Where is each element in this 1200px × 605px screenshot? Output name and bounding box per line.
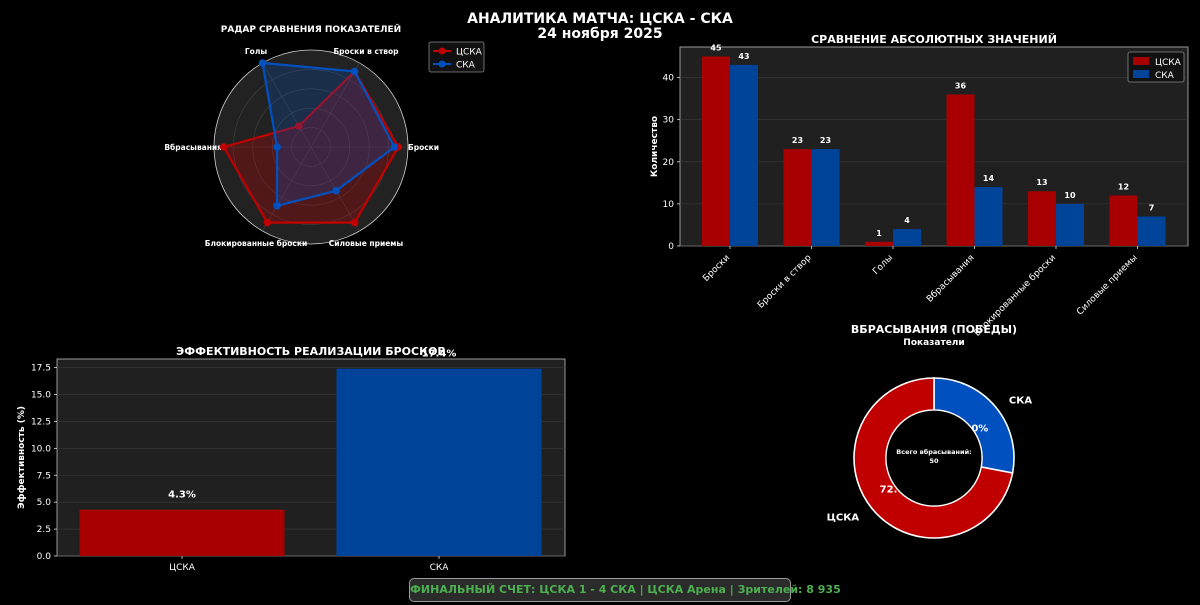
- eff-value-label: 17.4%: [422, 349, 457, 360]
- bars-value-label: 23: [792, 136, 803, 145]
- radar-point: [390, 143, 399, 151]
- radar-point: [219, 143, 228, 151]
- bars-bar-cska: [946, 94, 975, 246]
- radar-title: РАДАР СРАВНЕНИЯ ПОКАЗАТЕЛЕЙ: [221, 23, 401, 35]
- faceoff-donut-chart: ВБРАСЫВАНИЯ (ПОБЕДЫ)ПоказателиСКА28.0%ЦС…: [827, 323, 1033, 539]
- radar-axis-label: Вбрасывания: [164, 143, 222, 152]
- radar-chart: РАДАР СРАВНЕНИЯ ПОКАЗАТЕЛЕЙ Броски Броски …: [164, 23, 485, 248]
- bars-legend-swatch: [1133, 70, 1149, 78]
- eff-ytick-label: 5.0: [37, 498, 52, 508]
- radar-spoke: [310, 62, 360, 148]
- bars-bar-cska: [1109, 195, 1138, 246]
- bars-legend-label: СКА: [1155, 71, 1175, 81]
- donut-slice-label: ЦСКА: [827, 513, 860, 524]
- eff-ytick-label: 15.0: [31, 391, 51, 401]
- bars-bar-cska: [865, 241, 893, 246]
- donut-pct-label: 72.0%: [880, 485, 915, 496]
- dashboard-title: АНАЛИТИКА МАТЧА: ЦСКА - СКА: [467, 11, 733, 27]
- bars-xtick-label: Силовые приемы: [1075, 253, 1139, 317]
- radar-legend-label: ЦСКА: [456, 48, 483, 58]
- radar-axis-label: Голы: [245, 47, 267, 56]
- bars-ylabel: Количество: [650, 116, 660, 177]
- eff-ytick-label: 17.5: [31, 364, 51, 374]
- eff-ytick-label: 12.5: [31, 417, 51, 427]
- bars-value-label: 4: [904, 216, 910, 225]
- bars-legend-label: ЦСКА: [1155, 58, 1182, 68]
- radar-legend-label: СКА: [456, 61, 476, 71]
- bars-ytick-label: 40: [663, 74, 675, 84]
- radar-point: [263, 218, 272, 227]
- eff-ylabel: Эффективность (%): [17, 406, 27, 509]
- radar-legend-marker: [438, 60, 446, 68]
- eff-ytick-label: 7.5: [37, 471, 51, 481]
- radar-point: [350, 218, 359, 227]
- bars-value-label: 12: [1118, 182, 1129, 191]
- eff-bar-cska: [79, 509, 285, 556]
- radar-point: [258, 59, 267, 67]
- radar-spoke: [262, 146, 312, 232]
- dashboard-date: 24 ноября 2025: [537, 26, 662, 42]
- bars-bar-cska: [702, 56, 730, 246]
- bars-plot-area: [679, 46, 1189, 247]
- bars-xtick-label: Вбрасывания: [925, 253, 977, 305]
- bars-value-label: 36: [955, 81, 967, 90]
- bars-ytick-label: 0: [668, 242, 674, 252]
- bars-value-label: 45: [710, 43, 722, 52]
- bars-ytick-label: 30: [663, 116, 675, 126]
- bars-legend-swatch: [1133, 57, 1149, 65]
- final-score-banner: ФИНАЛЬНЫЙ СЧЕТ: ЦСКА 1 - 4 СКА | ЦСКА Ар…: [409, 578, 841, 602]
- eff-value-label: 4.3%: [168, 490, 196, 501]
- radar-axis-label: Броски в створ: [333, 47, 399, 56]
- comparison-bar-chart: СРАВНЕНИЕ АБСОЛЮТНЫХ ЗНАЧЕНИЙ 0 10 20 30 40 Ко…: [650, 33, 1189, 339]
- radar-axis-label: Блокированные броски: [205, 239, 307, 248]
- bars-bar-ska: [730, 64, 758, 246]
- radar-point: [273, 202, 281, 210]
- bars-title: СРАВНЕНИЕ АБСОЛЮТНЫХ ЗНАЧЕНИЙ: [811, 33, 1057, 46]
- donut-subtitle: Показатели: [903, 338, 964, 348]
- bars-ytick-label: 10: [663, 200, 675, 210]
- donut-title: ВБРАСЫВАНИЯ (ПОБЕДЫ): [851, 323, 1017, 336]
- donut-center-value: 50: [929, 457, 939, 465]
- radar-spoke: [262, 62, 312, 148]
- donut-center-label: Всего вбрасываний:: [896, 448, 971, 456]
- bars-bar-ska: [811, 149, 840, 246]
- eff-ytick-label: 10.0: [31, 444, 51, 454]
- bars-bar-ska: [893, 229, 921, 246]
- eff-bar-ska: [336, 368, 542, 556]
- donut-center: [885, 409, 983, 507]
- bars-bar-ska: [974, 187, 1003, 246]
- bars-value-label: 7: [1149, 204, 1155, 213]
- eff-xtick-label: ЦСКА: [169, 563, 196, 573]
- efficiency-bar-chart: ЭФФЕКТИВНОСТЬ РЕАЛИЗАЦИИ БРОСКОВ 0.0 2.5 5.…: [17, 345, 566, 573]
- eff-ytick-label: 0.0: [37, 552, 52, 562]
- bars-bar-cska: [1028, 191, 1056, 246]
- eff-xtick-label: СКА: [430, 563, 450, 573]
- radar-point: [295, 122, 303, 130]
- donut-slice-label: СКА: [1009, 395, 1033, 406]
- bars-value-label: 10: [1064, 191, 1076, 200]
- radar-legend-marker: [438, 47, 446, 55]
- radar-axis-label: Броски: [408, 143, 439, 152]
- bars-bar-ska: [1056, 203, 1084, 246]
- bars-value-label: 23: [820, 136, 831, 145]
- radar-point: [332, 186, 341, 195]
- bars-xtick-label: Броски: [701, 253, 732, 284]
- radar-axis-label: Силовые приемы: [329, 239, 404, 248]
- bars-xtick-label: Голы: [871, 253, 895, 277]
- eff-title: ЭФФЕКТИВНОСТЬ РЕАЛИЗАЦИИ БРОСКОВ: [176, 345, 446, 358]
- bars-bar-cska: [783, 149, 812, 246]
- bars-value-label: 14: [983, 174, 995, 183]
- bars-value-label: 1: [876, 229, 882, 238]
- radar-point: [350, 67, 359, 76]
- bars-ytick-label: 20: [663, 158, 675, 168]
- eff-ytick-label: 2.5: [37, 525, 51, 535]
- bars-value-label: 43: [738, 52, 749, 61]
- bars-bar-ska: [1137, 216, 1166, 246]
- bars-xtick-label: Броски в створ: [756, 253, 814, 311]
- radar-point: [273, 143, 281, 151]
- bars-value-label: 13: [1036, 178, 1047, 187]
